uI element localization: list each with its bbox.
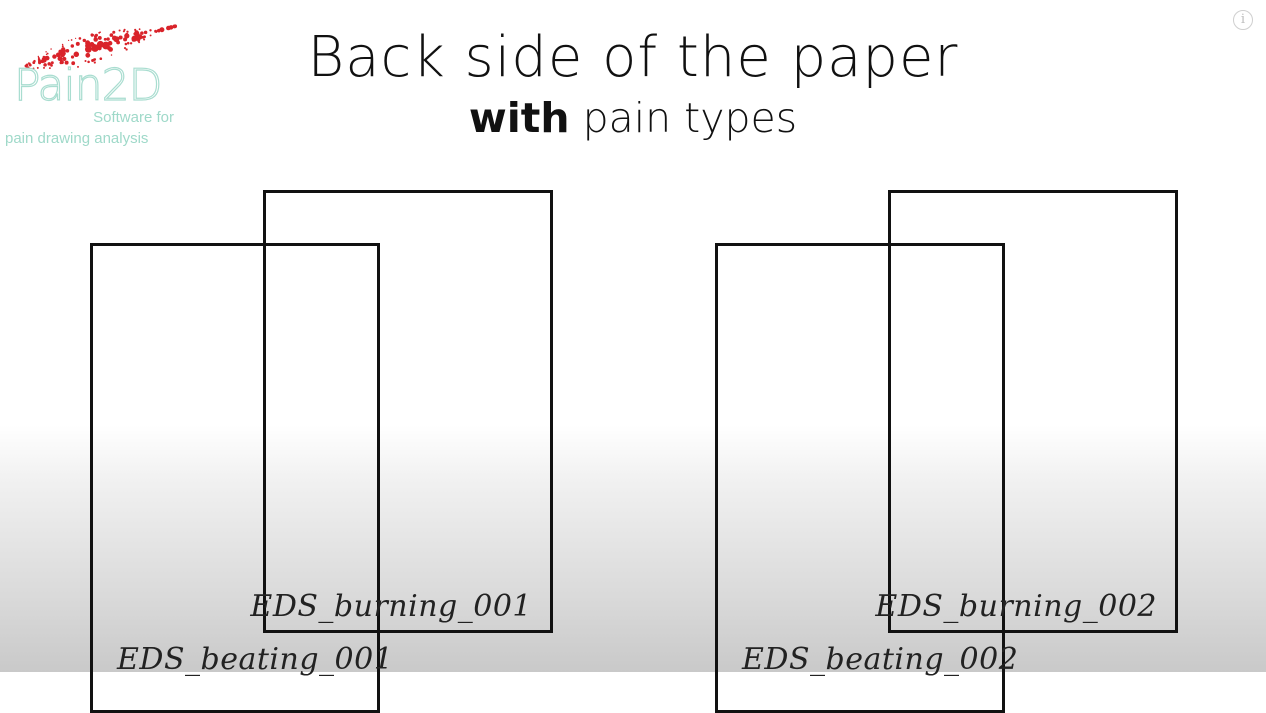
red-dot-cloud-icon (24, 24, 178, 70)
sheet-label-beating-1: EDS_beating_001 (117, 642, 394, 677)
sheet-front-2: EDS_burning_002 (875, 190, 1178, 633)
slide-subtitle: with pain types (0, 94, 1266, 142)
subtitle-bold: with (468, 94, 570, 142)
logo-wordmark: Pain2D (13, 60, 163, 111)
logo-tagline-line2: pain drawing analysis (5, 130, 149, 147)
info-icon[interactable]: i (1233, 10, 1253, 30)
sheet-label-burning-2: EDS_burning_002 (875, 589, 1157, 624)
sheet-front-1: EDS_burning_001 (250, 190, 553, 633)
pain2d-logo: Pain2D Software for pain drawing analysi… (4, 4, 194, 154)
logo-tagline-line1: Software for (93, 109, 174, 126)
subtitle-rest: pain types (582, 94, 798, 142)
sheet-label-burning-1: EDS_burning_001 (250, 589, 532, 624)
sheet-label-beating-2: EDS_beating_002 (742, 642, 1019, 677)
slide-title: Back side of the paper (307, 25, 959, 90)
